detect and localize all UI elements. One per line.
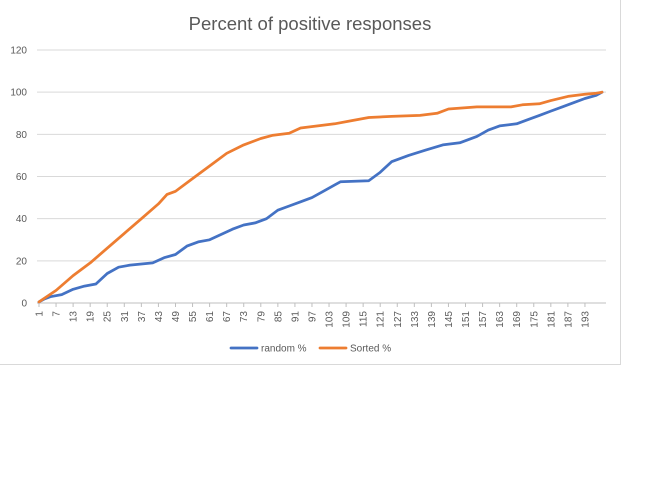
x-tick-label: 115: [359, 311, 370, 327]
x-tick-label: 121: [376, 311, 387, 328]
x-tick-label: 151: [461, 311, 472, 328]
y-axis-tick-labels: 0 20 40 60 80 100 120: [10, 46, 27, 310]
y-tick-label: 20: [16, 256, 28, 267]
series-line-random: [37, 90, 604, 304]
y-tick-label: 0: [21, 299, 27, 310]
x-tick-label: 145: [444, 311, 455, 328]
legend: random % Sorted %: [229, 344, 391, 355]
x-tick-label: 13: [69, 311, 80, 323]
x-tick-label: 61: [205, 311, 216, 323]
y-tick-label: 100: [10, 88, 27, 99]
x-tick-label: 103: [325, 311, 336, 328]
chart-title: Percent of positive responses: [189, 13, 432, 34]
x-tick-label: 97: [307, 311, 318, 323]
x-tick-label: 163: [495, 311, 506, 328]
x-tick-label: 193: [580, 311, 591, 328]
series-line-sorted: [37, 90, 604, 304]
x-tick-label: 7: [52, 311, 63, 317]
x-tick-label: 127: [393, 311, 404, 328]
chart-frame: Percent of positive responses 0 20 40 60 80 1…: [0, 0, 621, 365]
x-tick-label: 181: [546, 311, 557, 328]
x-tick-label: 1: [35, 311, 46, 317]
x-tick-label: 139: [427, 311, 438, 328]
x-tick-label: 169: [512, 311, 523, 328]
x-tick-label: 175: [529, 311, 540, 328]
y-tick-label: 120: [10, 46, 27, 57]
x-tick-label: 85: [273, 311, 284, 323]
x-tick-label: 31: [120, 311, 131, 323]
gridlines: [37, 49, 606, 307]
x-tick-label: 49: [171, 311, 182, 323]
series-lines: [37, 90, 604, 304]
y-tick-label: 40: [16, 214, 28, 225]
x-tick-label: 79: [256, 311, 267, 323]
x-tick-label: 43: [154, 311, 165, 323]
line-chart: Percent of positive responses 0 20 40 60 80 1…: [10, 13, 606, 355]
legend-label: random %: [261, 344, 307, 355]
legend-label: Sorted %: [350, 344, 391, 355]
x-tick-label: 133: [410, 311, 421, 328]
x-tick-label: 25: [103, 311, 114, 323]
x-tick-label: 187: [563, 311, 574, 328]
y-tick-label: 60: [16, 172, 28, 183]
x-tick-label: 157: [478, 311, 489, 328]
x-tick-label: 73: [239, 311, 250, 323]
x-tick-label: 19: [86, 311, 97, 323]
x-tick-label: 37: [137, 311, 148, 323]
x-tick-label: 91: [290, 311, 301, 323]
x-tick-label: 109: [342, 311, 353, 328]
x-axis-tick-labels: 1 7 13 19 25 31 37 43 49 55 61 67 73 79 85 91 97 103 109 11…: [35, 311, 592, 328]
x-tick-label: 67: [222, 311, 233, 323]
y-tick-label: 80: [16, 130, 28, 141]
x-tick-label: 55: [188, 311, 199, 323]
